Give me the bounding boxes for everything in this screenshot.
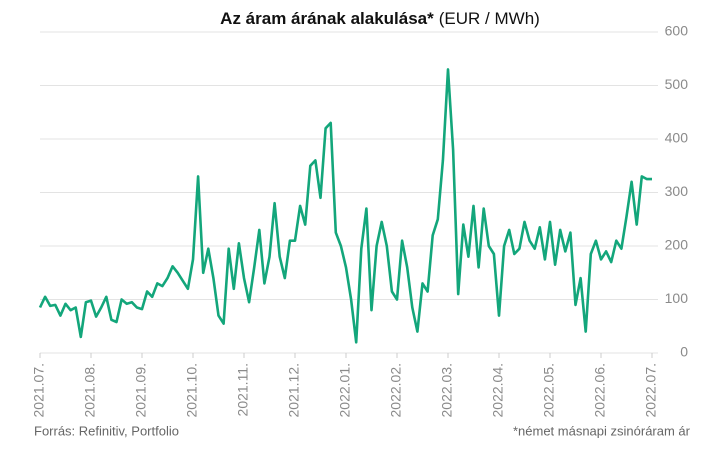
- unit-label: (EUR / MWh): [439, 9, 540, 28]
- source: Forrás: Refinitiv, Portfolio: [34, 423, 179, 438]
- y-tick-label: 0: [680, 344, 688, 360]
- x-tick-label: 2022.03.: [439, 363, 455, 418]
- x-tick-label: 2021.12.: [286, 363, 302, 418]
- y-tick-label: 300: [665, 183, 689, 199]
- y-tick-label: 400: [665, 130, 689, 146]
- x-tick-label: 2022.06.: [592, 363, 608, 418]
- y-tick-label: 200: [665, 237, 689, 253]
- x-tick-label: 2021.08.: [82, 363, 98, 418]
- x-tick-label: 2021.09.: [133, 363, 149, 418]
- x-tick-label: 2022.02.: [388, 363, 404, 418]
- chart-title: Az áram árának alakulása*: [220, 9, 434, 28]
- x-tick-label: 2022.01.: [337, 363, 353, 418]
- y-tick-label: 500: [665, 76, 689, 92]
- footnote: *német másnapi zsinóráram ár: [513, 423, 691, 438]
- x-tick-label: 2021.10.: [184, 363, 200, 418]
- x-tick-label: 2022.04.: [490, 363, 506, 418]
- price-line: [38, 68, 652, 344]
- x-tick-label: 2021.07.: [31, 363, 47, 418]
- chart-title-group: Az áram árának alakulása* (EUR / MWh): [220, 9, 540, 28]
- x-tick-label: 2022.05.: [541, 363, 557, 418]
- y-tick-label: 100: [665, 290, 689, 306]
- x-tick-label: 2021.11.: [235, 363, 251, 416]
- y-tick-label: 600: [665, 23, 689, 39]
- x-tick-label: 2022.07.: [643, 363, 659, 418]
